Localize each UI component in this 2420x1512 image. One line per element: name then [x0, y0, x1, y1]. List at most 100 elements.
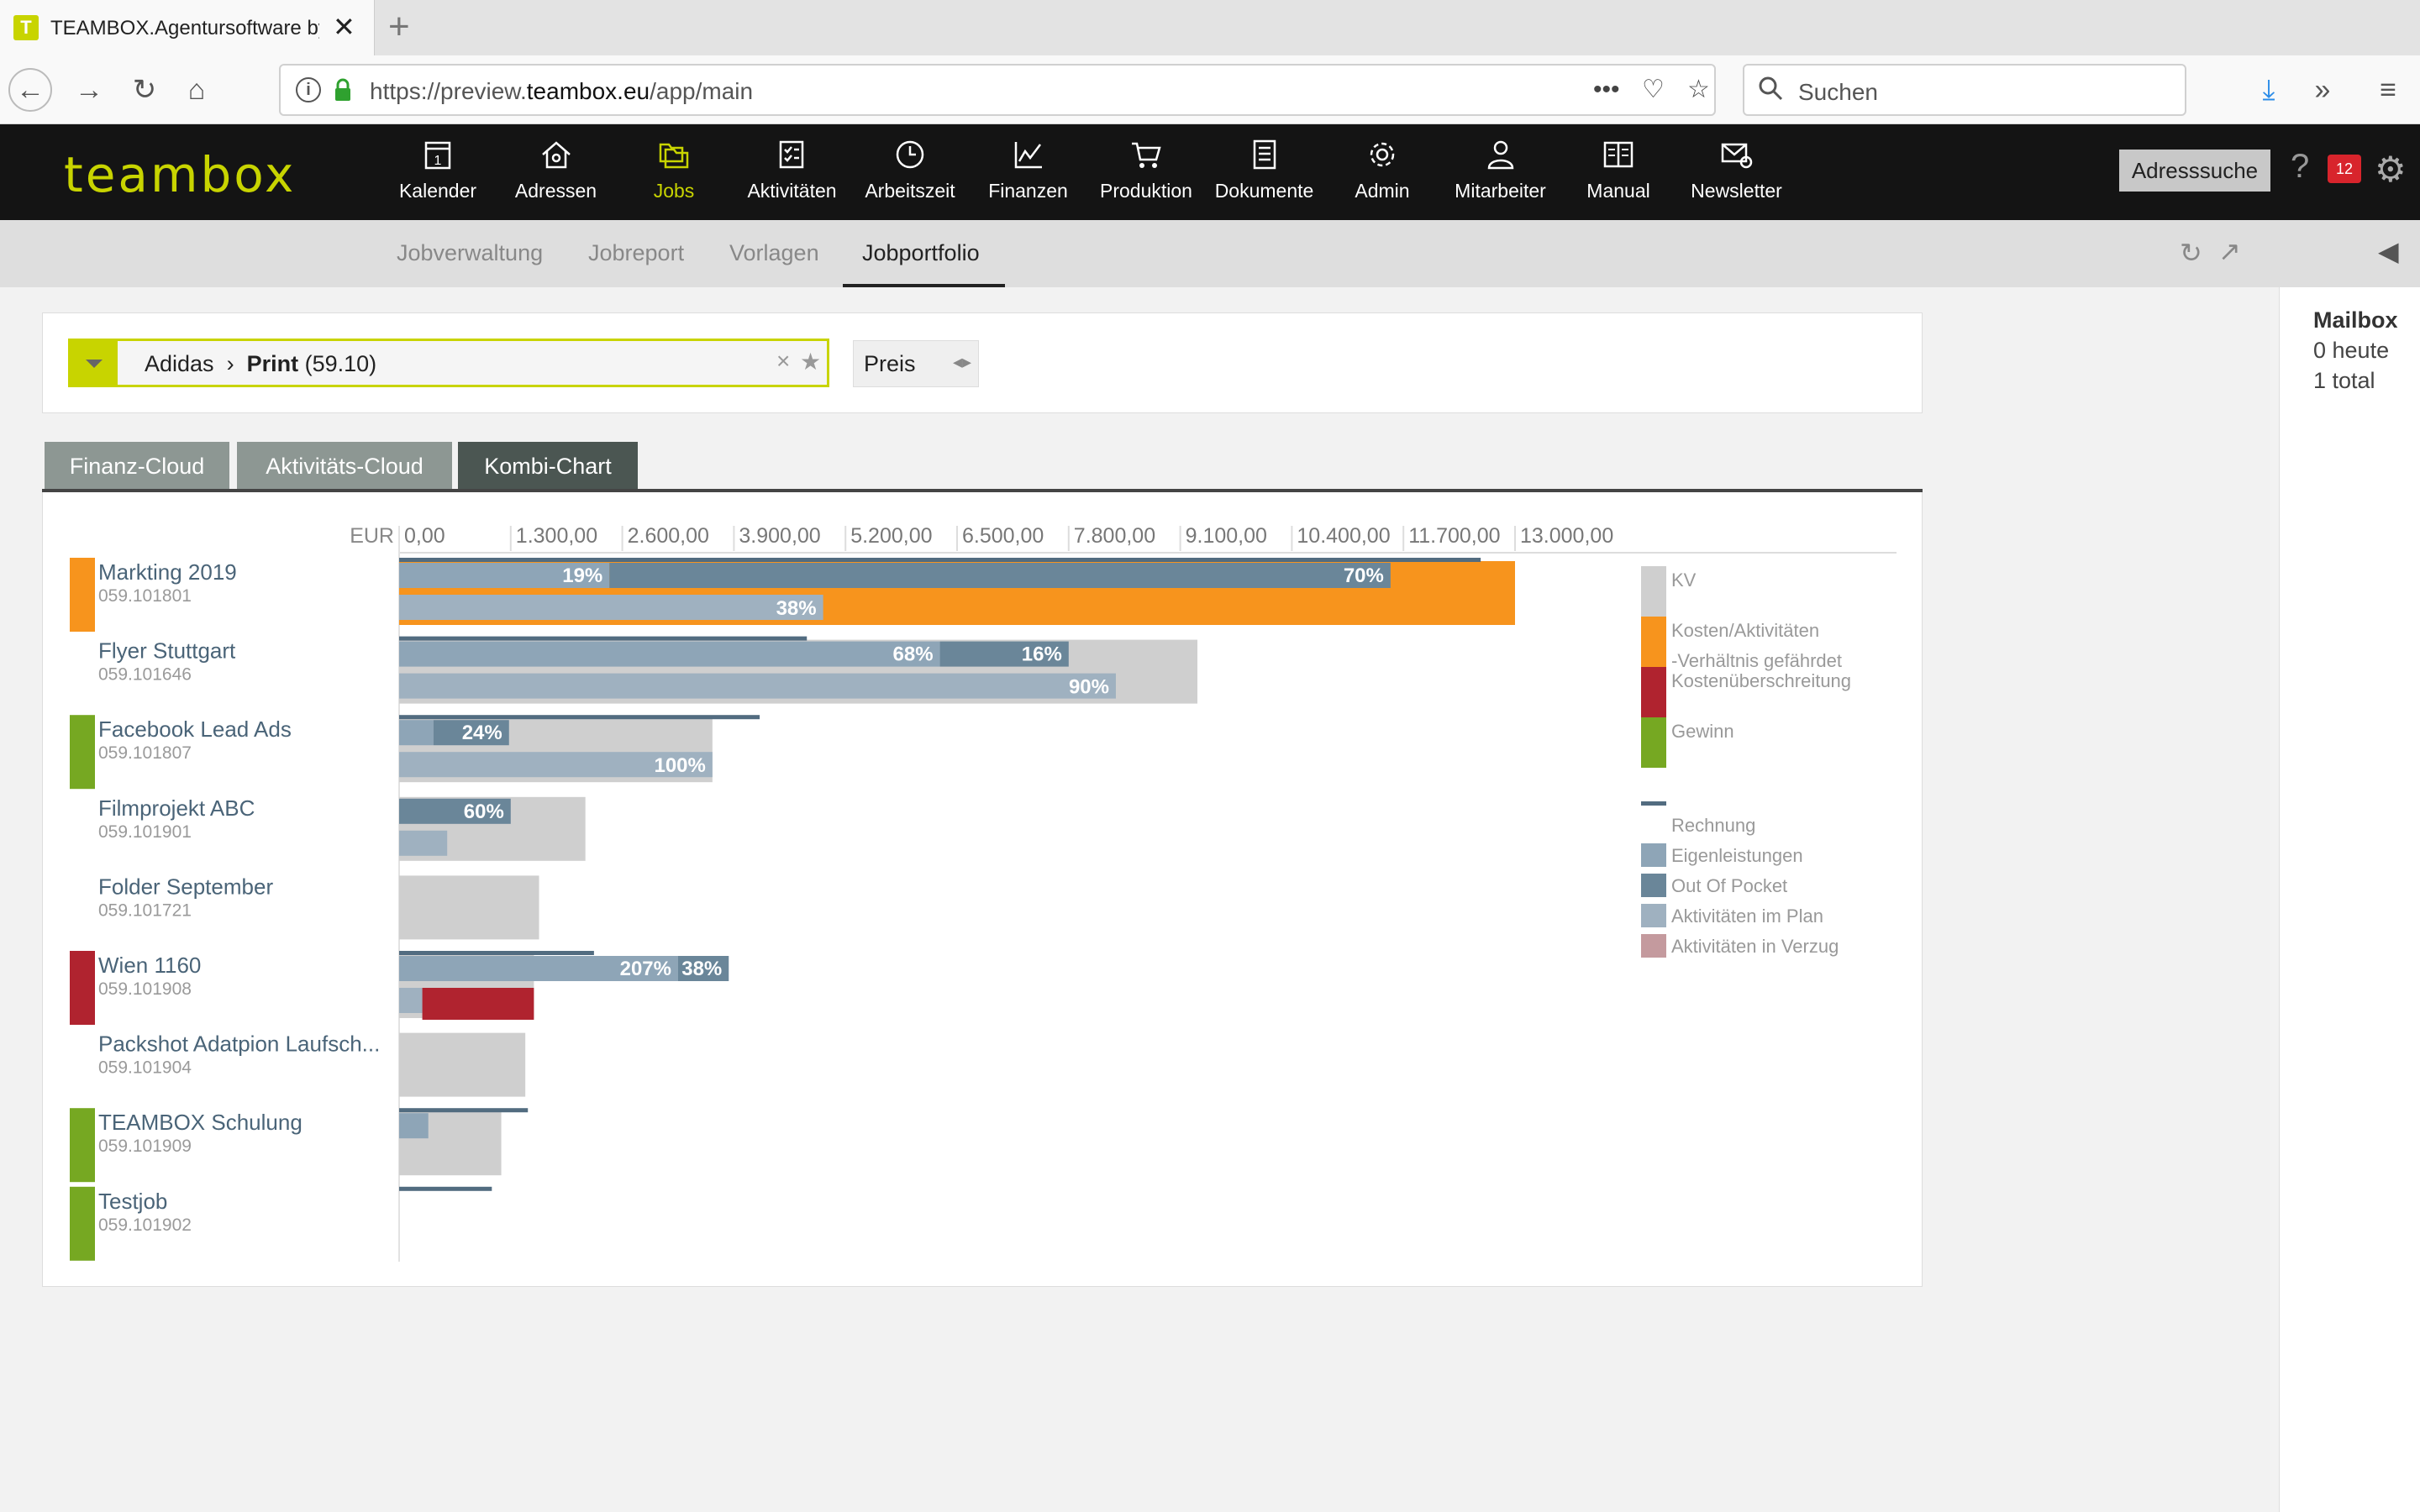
- url-bar[interactable]: i https://preview.teambox.eu/app/main ••…: [279, 64, 1716, 116]
- nav-jobs[interactable]: Jobs: [615, 124, 733, 220]
- browser-tab[interactable]: T TEAMBOX.Agentursoftware by ✕: [0, 0, 375, 55]
- nav-dokumente[interactable]: Dokumente: [1206, 124, 1323, 220]
- info-icon[interactable]: i: [296, 77, 321, 102]
- collapse-sidebar-icon[interactable]: ◀: [2378, 236, 2399, 266]
- help-icon[interactable]: ?: [2291, 148, 2310, 185]
- expand-arrow-icon[interactable]: ↗: [2218, 236, 2241, 266]
- reload-icon[interactable]: ↻: [132, 74, 157, 106]
- legend-swatch: [1641, 874, 1666, 897]
- checklist-icon: [779, 140, 803, 169]
- sort-select[interactable]: Preis ◂▸: [853, 340, 979, 387]
- out-of-pocket-bar: [609, 563, 1391, 588]
- nav-mitarbeiter[interactable]: Mitarbeiter: [1442, 124, 1560, 220]
- svg-text:1: 1: [434, 154, 442, 168]
- subnav-vorlagen[interactable]: Vorlagen: [729, 240, 819, 265]
- legend-swatch: [1641, 843, 1666, 867]
- home-icon[interactable]: ⌂: [187, 74, 206, 106]
- job-name: TEAMBOX Schulung: [98, 1110, 302, 1135]
- mailbox-title[interactable]: Mailbox: [2313, 307, 2398, 333]
- app-header: teambox 1 Kalender Adressen Jobs Aktivitäten…: [0, 124, 2420, 220]
- own-work-bar: [399, 641, 940, 667]
- bar-data-label: 100%: [654, 754, 705, 777]
- mail-icon: [1721, 143, 1752, 169]
- legend-label: Kosten/Aktivitäten: [1671, 620, 1819, 641]
- invoice-line: [399, 1108, 529, 1113]
- browser-search[interactable]: Suchen: [1743, 64, 2186, 116]
- nav-manual[interactable]: Manual: [1560, 124, 1677, 220]
- legend-swatch: [1641, 717, 1666, 768]
- overflow-chevron-icon[interactable]: »: [2314, 74, 2331, 106]
- own-work-bar: [399, 563, 610, 588]
- legend-swatch: [1641, 617, 1666, 667]
- favorite-star-icon[interactable]: ★: [800, 349, 822, 375]
- close-tab-icon[interactable]: ✕: [333, 12, 355, 42]
- nav-label: Aktivitäten: [747, 180, 837, 202]
- legend-label: -Verhältnis gefährdet: [1671, 650, 1842, 671]
- person-icon: [1487, 140, 1513, 170]
- axis-tick-label: 3.900,00: [739, 524, 820, 548]
- browser-navbar: ← → ↻ ⌂ i https://preview.teambox.eu/app…: [0, 55, 2420, 124]
- subnav-jobverwaltung[interactable]: Jobverwaltung: [397, 240, 544, 265]
- activities-bar: [399, 830, 448, 856]
- job-status-marker: [70, 1108, 95, 1183]
- address-search-button[interactable]: Adresssuche: [2119, 150, 2270, 192]
- own-work-bar: [399, 720, 434, 746]
- kombi-chart: EUR 0,00 1.300,00 2.600,00 3.900,00 5.200,00 6…: [70, 524, 1897, 1262]
- download-icon[interactable]: ⤓: [2262, 74, 2275, 106]
- pocket-icon[interactable]: ♡: [1642, 76, 1665, 103]
- job-status-marker: [70, 1186, 95, 1261]
- bar-data-label: 207%: [620, 958, 671, 980]
- nav-adressen[interactable]: Adressen: [497, 124, 615, 220]
- legend-swatch: [1641, 566, 1666, 617]
- job-number: 059.101909: [98, 1137, 192, 1156]
- legend-label: Kostenüberschreitung: [1671, 670, 1851, 691]
- chart-icon: [1014, 142, 1042, 169]
- url-text[interactable]: https://preview.teambox.eu/app/main: [370, 78, 754, 104]
- message-badge[interactable]: 12: [2328, 155, 2361, 183]
- new-tab-icon[interactable]: +: [388, 6, 410, 47]
- cart-icon: [1132, 142, 1161, 168]
- own-work-bar: [399, 1113, 429, 1139]
- forward-arrow-icon[interactable]: →: [75, 74, 103, 106]
- invoice-line: [399, 558, 1481, 562]
- legend-line-swatch: [1641, 801, 1666, 806]
- job-status-marker: [70, 715, 95, 790]
- legend-label: Aktivitäten im Plan: [1671, 906, 1823, 927]
- job-filter-combobox[interactable]: Adidas › Print (59.10) × ★: [68, 339, 829, 387]
- teambox-logo[interactable]: teambox: [64, 146, 297, 203]
- nav-kalender[interactable]: 1 Kalender: [379, 124, 497, 220]
- lock-icon: [335, 78, 350, 101]
- bar-data-label: 16%: [1022, 643, 1062, 666]
- axis-tick-label: 2.600,00: [628, 524, 709, 548]
- menu-hamburger-icon[interactable]: ≡: [2380, 74, 2396, 106]
- legend-swatch: [1641, 667, 1666, 717]
- axis-tick-label: 6.500,00: [962, 524, 1044, 548]
- nav-finanzen[interactable]: Finanzen: [970, 124, 1087, 220]
- tab-kombi-chart[interactable]: Kombi-Chart: [458, 442, 638, 489]
- bar-data-label: 19%: [562, 564, 602, 587]
- nav-produktion[interactable]: Produktion: [1087, 124, 1205, 220]
- bookmark-star-icon[interactable]: ☆: [1687, 76, 1710, 103]
- nav-arbeitszeit[interactable]: Arbeitszeit: [851, 124, 969, 220]
- tab-aktivitaets-cloud[interactable]: Aktivitäts-Cloud: [237, 442, 452, 489]
- subnav-jobreport[interactable]: Jobreport: [588, 240, 685, 265]
- job-number: 059.101902: [98, 1215, 192, 1235]
- refresh-icon[interactable]: ↻: [2180, 238, 2202, 268]
- search-icon: [1759, 76, 1783, 101]
- bar-data-label: 38%: [681, 958, 722, 980]
- nav-aktivitaeten[interactable]: Aktivitäten: [734, 124, 851, 220]
- browser-tabbar: T TEAMBOX.Agentursoftware by ✕ +: [0, 0, 2420, 55]
- bar-data-label: 70%: [1344, 564, 1384, 587]
- back-arrow-icon[interactable]: ←: [8, 68, 52, 112]
- tab-finanz-cloud[interactable]: Finanz-Cloud: [45, 442, 229, 489]
- nav-newsletter[interactable]: Newsletter: [1678, 124, 1796, 220]
- nav-admin[interactable]: Admin: [1323, 124, 1441, 220]
- subnav-jobportfolio[interactable]: Jobportfolio: [862, 240, 980, 265]
- clear-filter-icon[interactable]: ×: [776, 348, 791, 374]
- settings-gear-icon[interactable]: ⚙: [2375, 150, 2407, 189]
- activities-bar: [399, 595, 823, 620]
- bar-data-label: 90%: [1069, 676, 1109, 699]
- gear-icon: [1370, 142, 1395, 167]
- more-actions-icon[interactable]: •••: [1593, 76, 1620, 103]
- dropdown-toggle-icon[interactable]: [71, 341, 118, 385]
